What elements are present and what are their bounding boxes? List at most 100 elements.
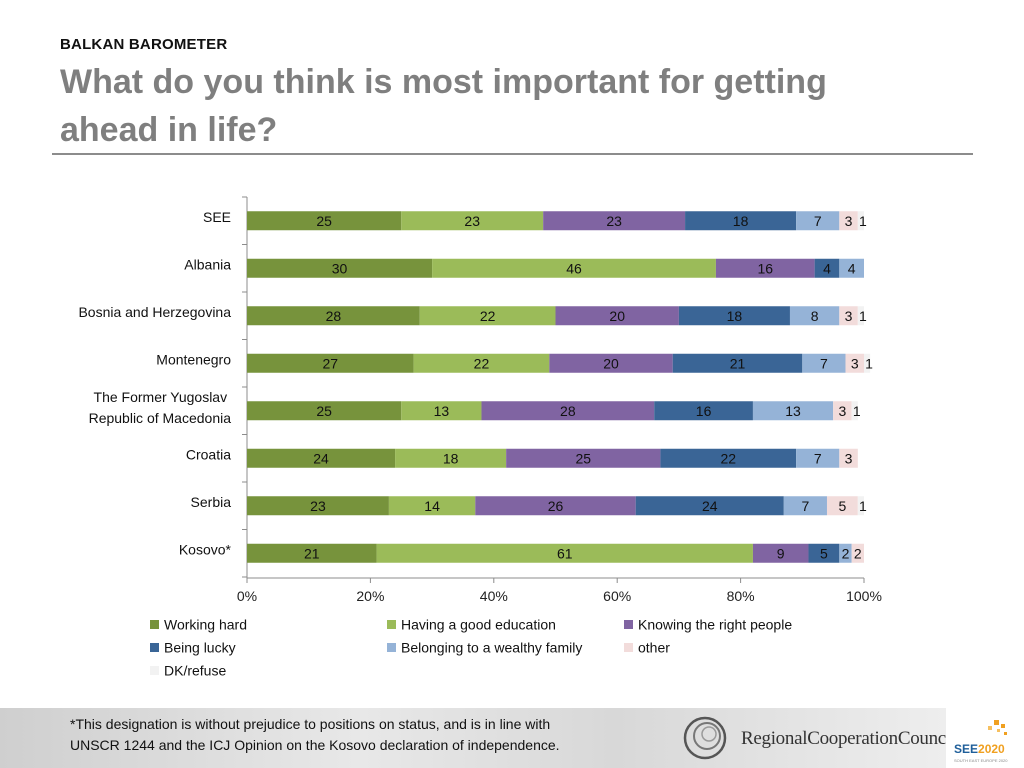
data-label: 61	[557, 545, 573, 561]
x-tick-label: 0%	[237, 588, 257, 604]
bar-segment	[839, 543, 852, 563]
category-label-line: The Former Yugoslav	[94, 389, 231, 405]
category-label: Kosovo*	[179, 541, 232, 557]
bar-segment	[752, 543, 809, 563]
legend-label: DK/refuse	[164, 663, 226, 679]
data-label: 16	[757, 260, 773, 276]
bar-segment	[796, 211, 840, 231]
data-label: 3	[845, 213, 853, 229]
data-label: 7	[814, 450, 822, 466]
data-label: 24	[313, 450, 329, 466]
bar-segment	[839, 258, 864, 278]
data-label: 21	[304, 545, 320, 561]
x-tick-label: 80%	[727, 588, 755, 604]
data-label: 1	[859, 213, 867, 229]
data-label: 3	[839, 403, 847, 419]
data-label: 18	[733, 213, 749, 229]
data-label: 5	[820, 545, 828, 561]
legend-swatch	[387, 620, 396, 629]
bar-segment	[388, 496, 476, 516]
data-label: 22	[720, 450, 736, 466]
bar-segment	[247, 543, 377, 563]
bar-segment	[401, 211, 544, 231]
bar-segment	[796, 448, 840, 468]
slide-title: What do you think is most important for …	[60, 63, 827, 149]
bar-segment	[419, 306, 556, 326]
category-label: Bosnia and Herzegovina	[78, 304, 231, 320]
bar-segment	[826, 496, 858, 516]
bar-segment	[555, 306, 679, 326]
footer-band: *This designation is without prejudice t…	[0, 708, 1024, 768]
legend-label: Working hard	[164, 617, 247, 633]
data-label: 7	[820, 355, 828, 371]
bar-segment	[802, 353, 846, 373]
bar-segment	[247, 306, 420, 326]
bar-segment	[481, 401, 655, 421]
data-label: 1	[853, 403, 861, 419]
bar-segment	[401, 401, 482, 421]
bar-segment	[839, 306, 858, 326]
data-label: 9	[777, 545, 785, 561]
bar-segment	[833, 401, 852, 421]
data-label: 28	[560, 403, 576, 419]
legend-swatch	[387, 643, 396, 652]
see2020-logo: SEE2020 SOUTH EAST EUROPE 2020	[946, 708, 1024, 768]
data-label: 3	[845, 450, 853, 466]
category-label: Serbia	[191, 494, 232, 510]
x-tick-label: 40%	[480, 588, 508, 604]
bar-segment	[845, 353, 864, 373]
legend-swatch	[150, 643, 159, 652]
bar-segment	[247, 258, 433, 278]
data-label: 25	[575, 450, 591, 466]
legend-label: Belonging to a wealthy family	[401, 640, 582, 656]
data-label: 13	[434, 403, 450, 419]
data-label: 8	[811, 308, 819, 324]
bar-segment	[814, 258, 840, 278]
bar-segment	[752, 401, 834, 421]
bar-segment	[672, 353, 803, 373]
data-label: 23	[464, 213, 480, 229]
data-label: 2	[854, 545, 862, 561]
bar-segment	[395, 448, 507, 468]
category-label: Croatia	[186, 446, 231, 462]
data-label: 23	[606, 213, 622, 229]
legend-label: Being lucky	[164, 640, 236, 656]
bar-segment	[247, 401, 402, 421]
category-label: Albania	[184, 256, 231, 272]
bar-segment	[864, 353, 871, 373]
bar-segment	[475, 496, 636, 516]
data-label: 3	[851, 355, 859, 371]
data-label: 7	[814, 213, 822, 229]
data-label: 28	[326, 308, 342, 324]
bar-segment	[247, 211, 402, 231]
title-divider	[52, 153, 973, 155]
data-label: 22	[480, 308, 496, 324]
data-label: 7	[801, 498, 809, 514]
kosovo-footnote: *This designation is without prejudice t…	[70, 714, 630, 756]
bar-segment	[635, 496, 784, 516]
bar-segment	[685, 211, 797, 231]
bar-segment	[506, 448, 661, 468]
bar-segment	[654, 401, 753, 421]
bar-segment	[247, 496, 389, 516]
data-label: 24	[702, 498, 718, 514]
data-label: 22	[474, 355, 490, 371]
data-label: 13	[785, 403, 801, 419]
x-tick-label: 20%	[356, 588, 384, 604]
data-label: 4	[848, 260, 856, 276]
legend-swatch	[150, 666, 159, 675]
bar-segment	[247, 448, 396, 468]
category-label-line: Republic of Macedonia	[89, 410, 232, 426]
bar-segment	[660, 448, 797, 468]
data-label: 5	[839, 498, 847, 514]
bar-segment	[376, 543, 753, 563]
legend-swatch	[150, 620, 159, 629]
data-label: 4	[823, 260, 831, 276]
data-label: 18	[443, 450, 459, 466]
x-tick-label: 60%	[603, 588, 631, 604]
data-label: 16	[696, 403, 712, 419]
bar-segment	[851, 543, 864, 563]
bar-segment	[549, 353, 673, 373]
data-label: 30	[332, 260, 348, 276]
bar-segment	[432, 258, 716, 278]
